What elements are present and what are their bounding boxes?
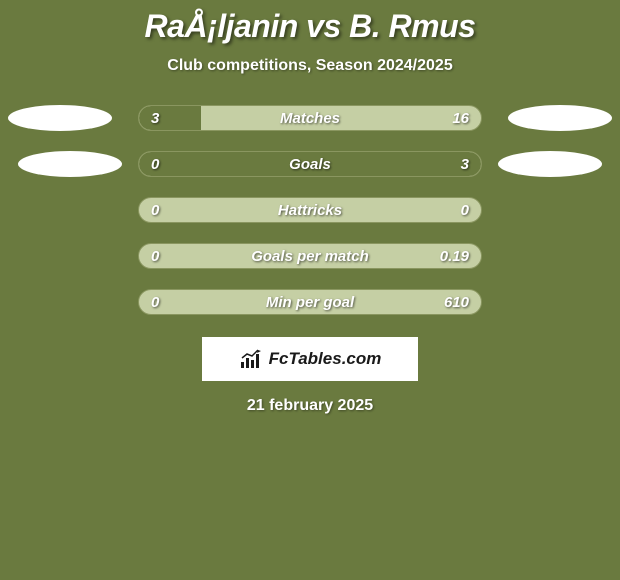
- bar-fill-left: [139, 106, 201, 130]
- stat-right-value: 0: [461, 202, 469, 219]
- stat-bar: 3 Matches 16: [138, 105, 482, 131]
- player-left-marker: [8, 105, 112, 131]
- stat-bar: 0 Goals 3: [138, 151, 482, 177]
- stat-label: Min per goal: [266, 294, 354, 311]
- stat-row: 3 Matches 16: [0, 105, 620, 131]
- stat-row: 0 Goals 3: [0, 151, 620, 177]
- stat-row: 0 Min per goal 610: [0, 289, 620, 315]
- stat-right-value: 0.19: [440, 248, 469, 265]
- stat-right-value: 16: [452, 110, 469, 127]
- stat-right-value: 610: [444, 294, 469, 311]
- player-right-marker: [498, 151, 602, 177]
- subtitle: Club competitions, Season 2024/2025: [167, 57, 452, 75]
- stat-row: 0 Hattricks 0: [0, 197, 620, 223]
- stat-left-value: 0: [151, 294, 159, 311]
- stat-left-value: 0: [151, 202, 159, 219]
- logo-text: FcTables.com: [269, 349, 382, 369]
- stat-label: Hattricks: [278, 202, 342, 219]
- chart-icon: [239, 348, 265, 370]
- stat-right-value: 3: [461, 156, 469, 173]
- stat-label: Goals per match: [251, 248, 369, 265]
- stat-bar: 0 Goals per match 0.19: [138, 243, 482, 269]
- stat-left-value: 3: [151, 110, 159, 127]
- stat-left-value: 0: [151, 248, 159, 265]
- page-title: RaÅ¡ljanin vs B. Rmus: [145, 8, 476, 45]
- logo-box: FcTables.com: [202, 337, 418, 381]
- date-text: 21 february 2025: [247, 397, 373, 415]
- stat-bar: 0 Min per goal 610: [138, 289, 482, 315]
- player-left-marker: [18, 151, 122, 177]
- stat-label: Matches: [280, 110, 340, 127]
- stat-left-value: 0: [151, 156, 159, 173]
- stat-label: Goals: [289, 156, 331, 173]
- stats-wrapper: 3 Matches 16 0 Goals 3 0 Hattricks 0: [0, 105, 620, 315]
- stat-bar: 0 Hattricks 0: [138, 197, 482, 223]
- stat-row: 0 Goals per match 0.19: [0, 243, 620, 269]
- player-right-marker: [508, 105, 612, 131]
